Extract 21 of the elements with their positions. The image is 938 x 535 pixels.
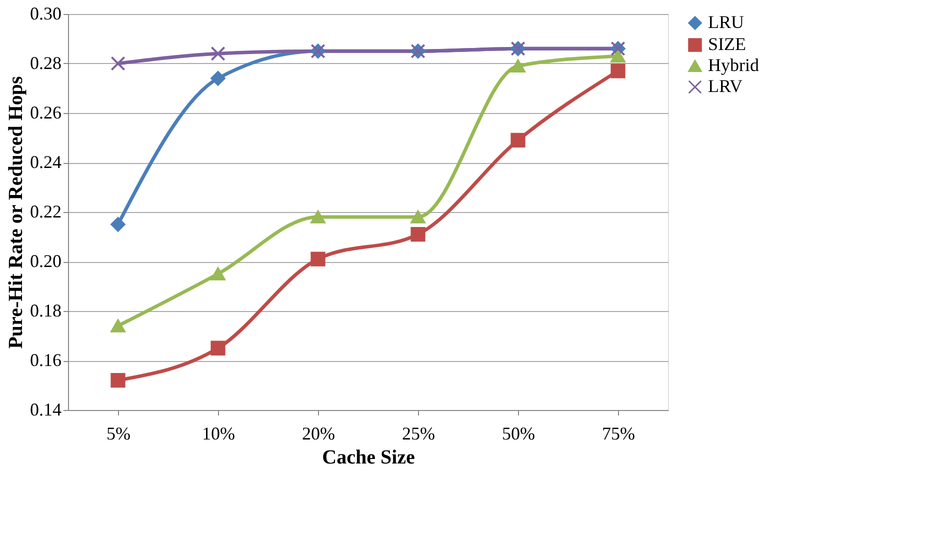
y-tick-label: 0.26 — [30, 102, 62, 122]
y-tick-label: 0.24 — [30, 152, 62, 172]
x-tick-label: 50% — [502, 424, 535, 444]
legend-label: LRV — [708, 76, 743, 96]
legend-label: Hybrid — [708, 55, 759, 75]
y-tick-label: 0.20 — [30, 251, 62, 271]
y-tick-label: 0.18 — [30, 300, 62, 320]
y-axis-title: Pure-Hit Rate or Reduced Hops — [5, 76, 27, 349]
legend-label: SIZE — [708, 34, 746, 54]
y-tick-label: 0.16 — [30, 350, 62, 370]
x-tick-label: 10% — [202, 424, 235, 444]
legend-label: LRU — [708, 12, 744, 32]
x-tick-label: 25% — [402, 424, 435, 444]
x-tick-label: 75% — [602, 424, 635, 444]
x-tick-label: 5% — [106, 424, 130, 444]
y-tick-label: 0.22 — [30, 202, 62, 222]
x-tick-label: 20% — [302, 424, 335, 444]
y-tick-label: 0.30 — [30, 4, 62, 24]
y-tick-label: 0.28 — [30, 53, 62, 73]
y-tick-label: 0.14 — [30, 400, 62, 420]
x-axis-title: Cache Size — [322, 446, 415, 468]
